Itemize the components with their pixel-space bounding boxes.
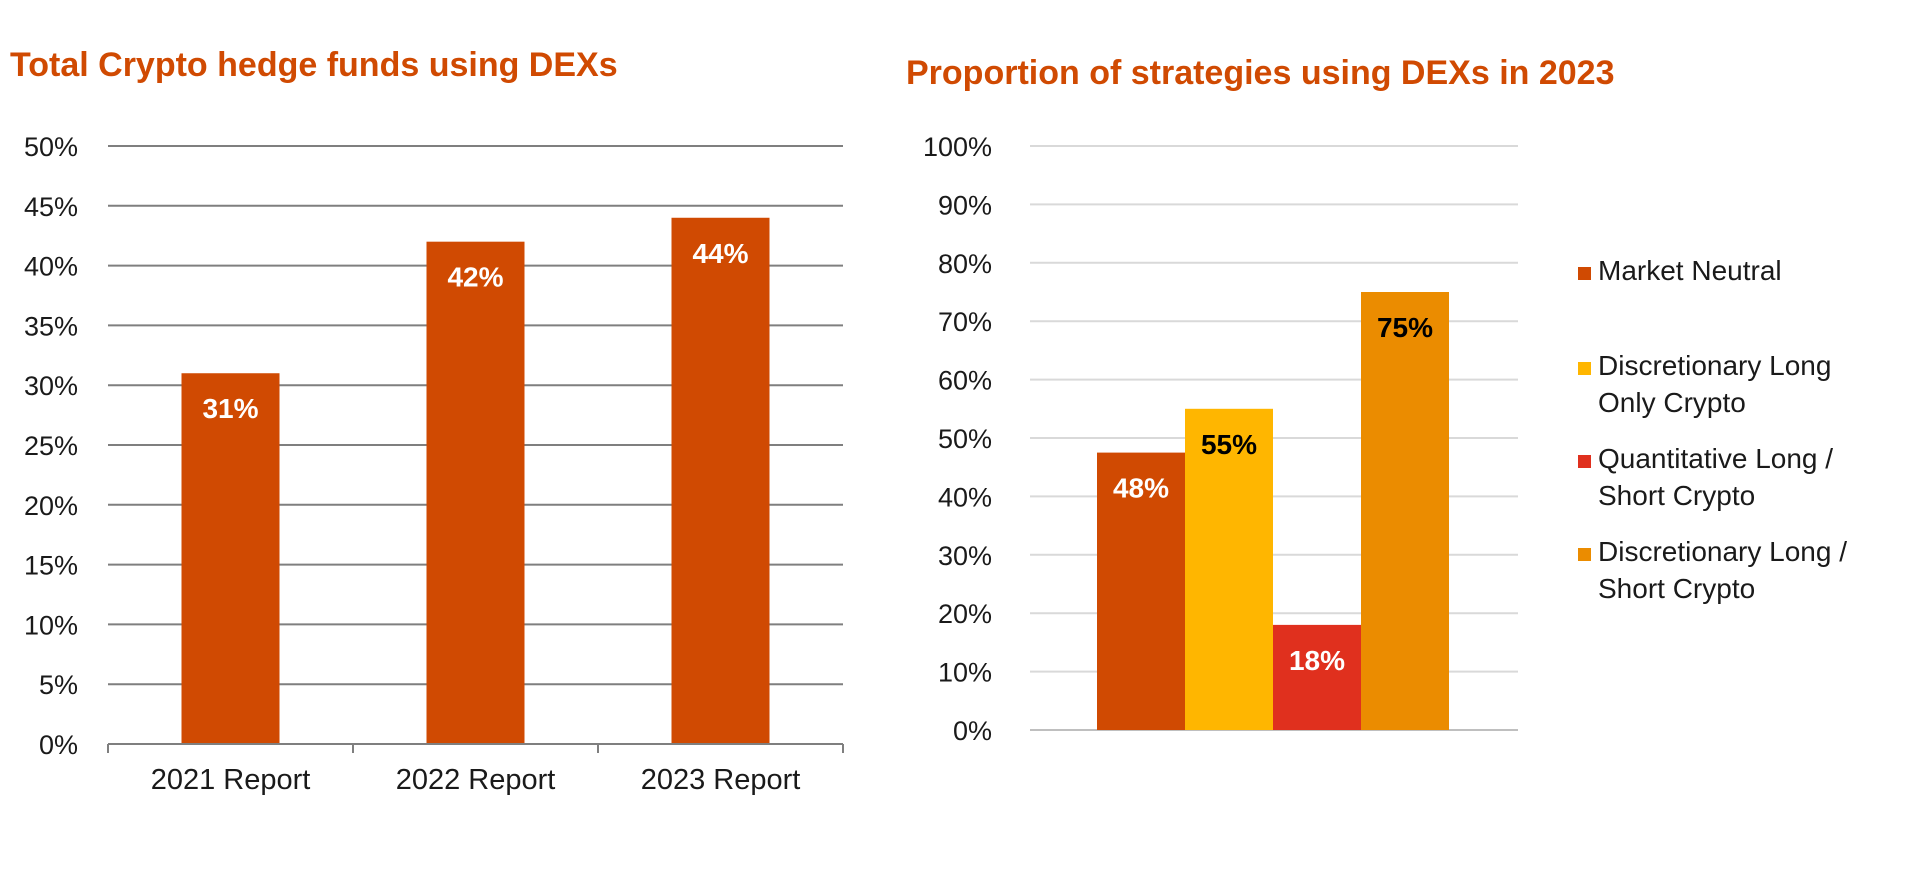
chart2-legend-entry: Short Crypto bbox=[1598, 480, 1755, 511]
chart1-data-label: 31% bbox=[202, 393, 258, 424]
chart2-data-label: 55% bbox=[1201, 429, 1257, 460]
chart1-y-tick-label: 20% bbox=[24, 491, 78, 521]
chart1-category-label: 2022 Report bbox=[396, 764, 556, 796]
chart1-y-tick-label: 15% bbox=[24, 551, 78, 581]
chart2-bar bbox=[1361, 292, 1449, 730]
chart1-y-axis: 0% 5% 10% 15% 20% 25% 30% 35% 40% 45% 50% bbox=[24, 132, 78, 760]
strategies-using-dexs-chart: Proportion of strategies using DEXs in 2… bbox=[906, 54, 1847, 746]
chart2-legend-entry: Short Crypto bbox=[1598, 573, 1755, 604]
chart2-y-tick-label: 70% bbox=[938, 307, 992, 337]
chart1-y-tick-label: 25% bbox=[24, 431, 78, 461]
chart2-data-label: 75% bbox=[1377, 312, 1433, 343]
funds-using-dexs-chart: Total Crypto hedge funds using DEXs 0% 5%… bbox=[10, 46, 844, 796]
chart2-bar bbox=[1097, 452, 1185, 730]
chart2-legend-swatch bbox=[1578, 267, 1591, 280]
chart1-bar bbox=[181, 373, 280, 744]
chart2-y-tick-label: 40% bbox=[938, 482, 992, 512]
chart2-y-tick-label: 10% bbox=[938, 658, 992, 688]
chart1-y-tick-label: 35% bbox=[24, 311, 78, 341]
chart1-data-label: 44% bbox=[692, 238, 748, 269]
chart1-y-tick-label: 5% bbox=[39, 670, 78, 700]
chart2-y-tick-label: 80% bbox=[938, 249, 992, 279]
chart1-bar bbox=[426, 241, 525, 744]
chart1-category-label: 2023 Report bbox=[641, 764, 801, 796]
chart2-legend: Market Neutral Discretionary Long Only Cry… bbox=[1578, 255, 1847, 604]
chart2-legend-entry: Only Crypto bbox=[1598, 387, 1746, 418]
chart2-y-tick-label: 100% bbox=[923, 132, 992, 162]
chart1-x-axis: 2021 Report 2022 Report 2023 Report bbox=[107, 743, 844, 796]
chart1-y-tick-label: 10% bbox=[24, 610, 78, 640]
chart2-title: Proportion of strategies using DEXs in 2… bbox=[906, 54, 1615, 92]
chart2-y-axis: 0% 10% 20% 30% 40% 50% 60% 70% 80% 90% 100% bbox=[923, 132, 992, 746]
chart2-y-tick-label: 50% bbox=[938, 424, 992, 454]
chart1-category-label: 2021 Report bbox=[151, 764, 311, 796]
chart2-y-tick-label: 60% bbox=[938, 366, 992, 396]
chart1-y-tick-label: 50% bbox=[24, 132, 78, 162]
chart2-legend-swatch bbox=[1578, 455, 1591, 468]
chart2-y-tick-label: 30% bbox=[938, 541, 992, 571]
chart2-bar bbox=[1273, 624, 1361, 730]
chart1-bars: 31% 42% 44% bbox=[181, 217, 770, 744]
chart2-y-tick-label: 90% bbox=[938, 190, 992, 220]
chart2-y-tick-label: 0% bbox=[953, 716, 992, 746]
chart2-legend-entry: Market Neutral bbox=[1598, 255, 1782, 286]
chart1-bar bbox=[671, 217, 770, 744]
chart2-bar bbox=[1185, 408, 1273, 730]
chart2-legend-entry: Discretionary Long / bbox=[1598, 536, 1847, 567]
chart1-title: Total Crypto hedge funds using DEXs bbox=[10, 46, 618, 84]
chart2-legend-swatch bbox=[1578, 548, 1591, 561]
chart2-legend-swatch bbox=[1578, 362, 1591, 375]
chart1-y-tick-label: 0% bbox=[39, 730, 78, 760]
chart2-data-label: 18% bbox=[1289, 645, 1345, 676]
chart1-data-label: 42% bbox=[447, 262, 503, 293]
chart2-bars: 48% 55% 18% 75% bbox=[1097, 292, 1449, 730]
chart2-legend-entry: Quantitative Long / bbox=[1598, 443, 1833, 474]
chart2-data-label: 48% bbox=[1113, 473, 1169, 504]
chart1-y-tick-label: 40% bbox=[24, 252, 78, 282]
chart2-legend-entry: Discretionary Long bbox=[1598, 350, 1831, 381]
chart1-y-tick-label: 30% bbox=[24, 371, 78, 401]
chart1-y-tick-label: 45% bbox=[24, 192, 78, 222]
chart2-y-tick-label: 20% bbox=[938, 599, 992, 629]
